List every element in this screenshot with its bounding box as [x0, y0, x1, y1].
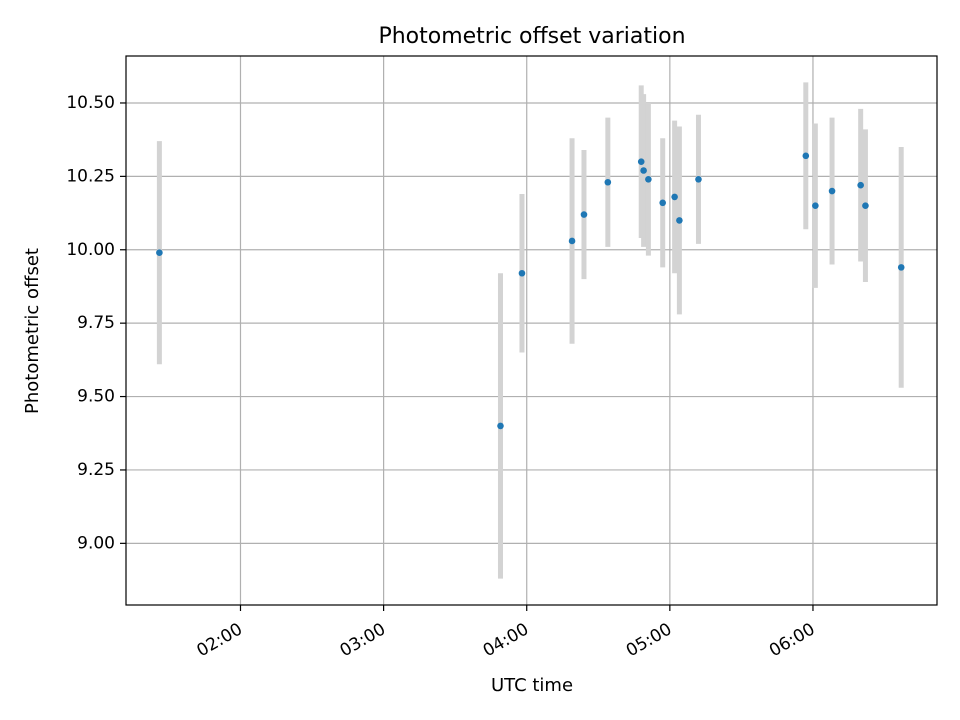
- data-point: [828, 187, 836, 195]
- data-point: [568, 237, 576, 245]
- data-points: [156, 152, 905, 430]
- data-point: [637, 158, 645, 165]
- data-point: [645, 176, 652, 183]
- data-point: [604, 178, 612, 186]
- y-tick-label: 10.25: [66, 166, 115, 186]
- y-axis-label: Photometric offset: [22, 248, 43, 414]
- data-point: [676, 217, 683, 224]
- data-point: [497, 422, 504, 430]
- y-tick-label: 10.50: [66, 93, 115, 113]
- x-axis-label: UTC time: [491, 675, 573, 696]
- data-point: [862, 202, 869, 210]
- data-point: [671, 193, 678, 201]
- data-point: [695, 176, 702, 183]
- y-tick-label: 9.50: [77, 387, 115, 407]
- data-point: [857, 181, 864, 189]
- y-tick-label: 9.75: [77, 313, 115, 333]
- y-tick-label: 9.00: [77, 533, 115, 553]
- data-point: [802, 152, 810, 160]
- data-point: [640, 167, 647, 174]
- data-point: [812, 202, 819, 210]
- data-point: [897, 264, 905, 271]
- data-point: [580, 211, 588, 218]
- plot-area: [125, 55, 938, 606]
- data-point: [156, 249, 163, 257]
- data-point: [659, 199, 666, 207]
- y-tick-label: 10.00: [66, 240, 115, 260]
- chart-title: Photometric offset variation: [378, 24, 685, 49]
- y-tick-label: 9.25: [77, 460, 115, 480]
- grid: [126, 56, 937, 605]
- data-point: [518, 269, 526, 277]
